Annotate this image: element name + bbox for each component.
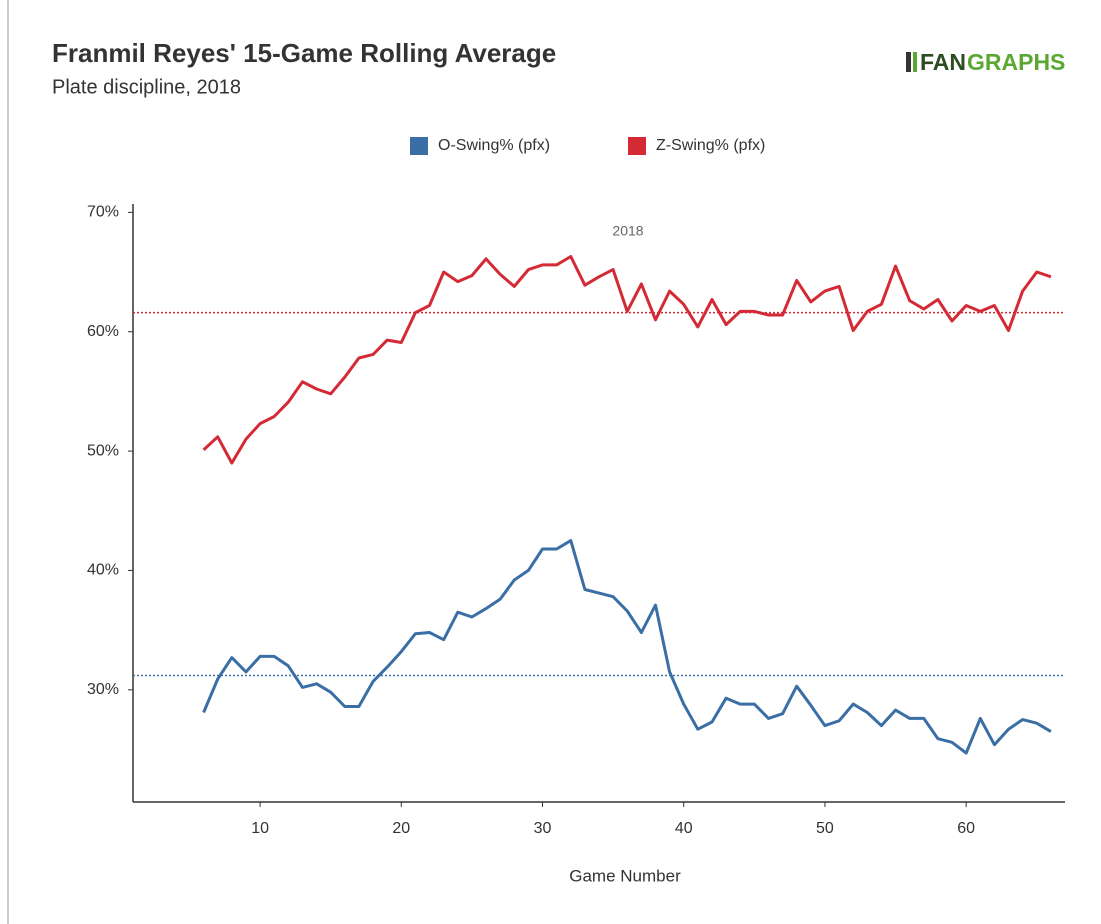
legend-swatch [410, 137, 428, 155]
y-tick-label: 40% [87, 562, 119, 579]
x-axis-label: Game Number [569, 866, 681, 885]
series-line [202, 255, 1052, 465]
logo-text: FAN [920, 49, 966, 75]
y-tick-label: 30% [87, 681, 119, 698]
y-tick-label: 50% [87, 442, 119, 459]
x-tick-label: 60 [957, 820, 975, 837]
x-tick-label: 40 [675, 820, 693, 837]
y-tick-label: 70% [87, 204, 119, 221]
legend-label: Z-Swing% (pfx) [656, 137, 765, 154]
y-tick-label: 60% [87, 323, 119, 340]
chart-title: Franmil Reyes' 15-Game Rolling Average [52, 38, 556, 68]
series-line [202, 539, 1052, 755]
x-tick-label: 50 [816, 820, 834, 837]
logo-bar [906, 52, 911, 72]
x-tick-label: 10 [251, 820, 269, 837]
logo: FAN GRAPHS [906, 49, 1065, 75]
annotation: 2018 [612, 223, 643, 239]
chart-subtitle: Plate discipline, 2018 [52, 76, 241, 98]
legend-label: O-Swing% (pfx) [438, 137, 550, 154]
logo-text: GRAPHS [967, 49, 1065, 75]
x-tick-label: 30 [534, 820, 552, 837]
logo-bar [913, 52, 917, 72]
legend-swatch [628, 137, 646, 155]
x-tick-label: 20 [392, 820, 410, 837]
